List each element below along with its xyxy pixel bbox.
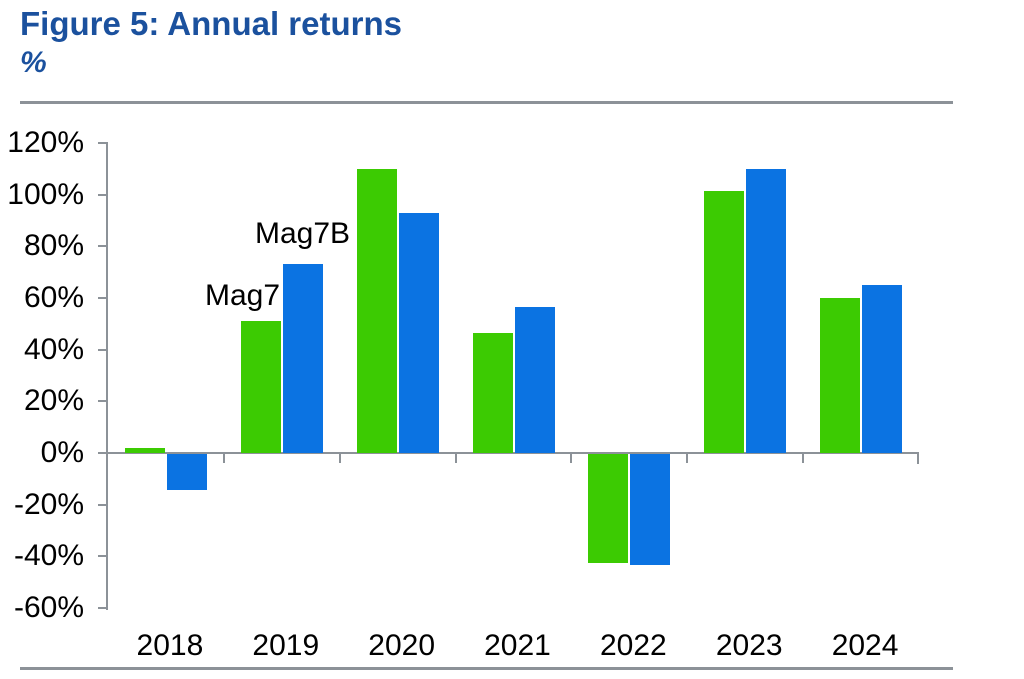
bar-mag7-2023 (704, 190, 745, 453)
bar-mag7-2024 (820, 298, 861, 453)
x-axis-tick (802, 453, 805, 463)
y-axis-tick (98, 348, 108, 351)
y-tick-label: -40% (13, 539, 84, 573)
x-axis-tick (222, 453, 225, 463)
y-axis-tick (98, 503, 108, 506)
x-axis-tick (338, 453, 341, 463)
y-axis-tick (98, 142, 108, 144)
bar-mag7b-2020 (398, 212, 439, 453)
y-tick-label: 120% (7, 126, 84, 159)
y-tick-label: 0% (40, 436, 84, 469)
bar-mag7-2020 (356, 168, 397, 453)
bar-mag7-2022 (588, 454, 629, 563)
y-axis-tick (98, 555, 108, 558)
y-axis-tick (98, 607, 108, 609)
y-tick-label: 60% (23, 281, 84, 314)
bottom-divider (20, 667, 953, 670)
bar-mag7b-2021 (514, 307, 555, 453)
figure-title: Figure 5: Annual returns (20, 5, 402, 42)
x-axis-line (108, 452, 919, 454)
figure-subtitle: % (20, 46, 47, 79)
x-tick-label: 2023 (715, 629, 783, 662)
top-divider (20, 101, 953, 104)
x-axis-tick (686, 453, 689, 463)
bar-mag7b-2018 (166, 454, 207, 491)
y-axis-tick (98, 400, 108, 403)
y-tick-label: 100% (7, 177, 84, 211)
bar-mag7-2021 (472, 332, 513, 453)
y-tick-label: 40% (23, 332, 84, 366)
x-axis-tick (570, 453, 573, 463)
x-tick-label: 2022 (599, 629, 667, 662)
x-axis-tick (454, 453, 457, 463)
y-axis-tick (98, 452, 108, 454)
bar-mag7b-2022 (630, 454, 671, 566)
series-label-mag7: Mag7 (205, 279, 281, 312)
y-axis-line (106, 143, 108, 610)
y-axis-tick (98, 193, 108, 196)
x-tick-label: 2019 (252, 629, 320, 662)
bar-mag7b-2019 (282, 264, 323, 453)
x-tick-label: 2024 (831, 629, 899, 662)
y-tick-label: -20% (13, 487, 84, 521)
y-axis-tick (98, 297, 108, 299)
y-tick-label: -60% (13, 591, 84, 624)
y-tick-label: 80% (23, 229, 84, 263)
bar-mag7-2019 (240, 321, 281, 453)
bar-mag7b-2024 (862, 285, 903, 453)
x-axis-end-tick (917, 453, 919, 464)
bar-mag7-2018 (124, 447, 165, 453)
bar-mag7b-2023 (746, 168, 787, 453)
y-tick-label: 20% (23, 384, 84, 418)
x-tick-label: 2021 (484, 629, 551, 662)
series-label-mag7b: Mag7B (255, 217, 351, 250)
x-tick-label: 2020 (368, 629, 436, 662)
x-tick-label: 2018 (136, 629, 204, 662)
y-axis-tick (98, 245, 108, 248)
